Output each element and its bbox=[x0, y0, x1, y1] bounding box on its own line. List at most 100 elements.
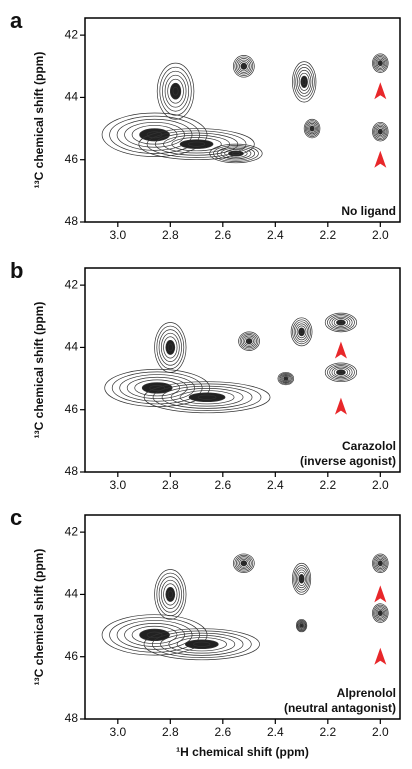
contour-level bbox=[292, 562, 312, 595]
contour-level bbox=[170, 388, 244, 407]
x-tick-label: 2.4 bbox=[267, 228, 284, 242]
contour-level bbox=[308, 124, 316, 133]
contour-level bbox=[372, 603, 389, 623]
contour-level bbox=[154, 569, 187, 620]
contour-level bbox=[338, 320, 344, 325]
contour-level bbox=[238, 558, 249, 568]
arrowhead bbox=[374, 150, 387, 168]
contours bbox=[104, 312, 358, 414]
contour-level bbox=[220, 147, 252, 160]
contour-level bbox=[375, 607, 386, 619]
panel-label: a bbox=[10, 8, 23, 33]
contour-level bbox=[146, 130, 247, 158]
contour-level bbox=[232, 553, 255, 573]
contour-level bbox=[290, 317, 313, 347]
contour-level bbox=[216, 146, 256, 161]
contour-level bbox=[163, 583, 178, 606]
contour-level bbox=[160, 632, 244, 656]
contour-level bbox=[297, 620, 306, 631]
contour-level bbox=[156, 325, 185, 370]
contour-level bbox=[168, 635, 236, 654]
contour-level bbox=[209, 143, 263, 164]
contour-level bbox=[111, 371, 203, 405]
contour-level bbox=[378, 611, 382, 615]
contour-level bbox=[167, 78, 184, 104]
contour-level bbox=[375, 125, 386, 138]
annotation: No ligand bbox=[341, 204, 396, 218]
x-tick-label: 2.4 bbox=[267, 725, 284, 739]
x-tick-label: 3.0 bbox=[109, 725, 126, 739]
contour-level bbox=[295, 67, 313, 97]
x-tick-label: 2.0 bbox=[372, 478, 389, 492]
arrowhead bbox=[374, 585, 387, 603]
contour-level bbox=[297, 69, 312, 94]
contour-level bbox=[295, 618, 308, 633]
contour-level bbox=[159, 66, 192, 116]
y-tick-label: 42 bbox=[65, 27, 79, 41]
contour-level bbox=[131, 625, 178, 644]
y-tick-label: 44 bbox=[65, 587, 79, 601]
contour-level bbox=[234, 554, 254, 572]
contour-level bbox=[143, 381, 271, 414]
y-tick-label: 44 bbox=[65, 90, 79, 104]
contour-level bbox=[374, 556, 387, 571]
contour-level bbox=[158, 329, 182, 366]
contour-level bbox=[124, 121, 185, 148]
contour-level bbox=[278, 372, 293, 385]
y-tick-label: 46 bbox=[65, 649, 79, 663]
contour-level bbox=[293, 565, 310, 593]
contour-level bbox=[124, 622, 185, 647]
contour-level bbox=[293, 321, 310, 343]
contour-level bbox=[374, 606, 387, 621]
contour-level bbox=[329, 315, 353, 330]
contour-level bbox=[171, 137, 222, 152]
contour-level bbox=[213, 145, 259, 162]
contour-level bbox=[101, 614, 208, 656]
contour-level bbox=[307, 122, 317, 135]
contour-level bbox=[162, 70, 190, 112]
contour-level bbox=[375, 57, 386, 69]
contour-level bbox=[299, 576, 304, 582]
contours bbox=[101, 553, 389, 661]
contour-level bbox=[303, 118, 321, 139]
arrowhead bbox=[334, 397, 347, 415]
arrowhead bbox=[374, 647, 387, 665]
contour-level bbox=[163, 336, 178, 359]
contour-level bbox=[238, 331, 260, 351]
annotation: Alprenolol bbox=[337, 686, 396, 700]
contour-level bbox=[372, 121, 389, 142]
contour-level bbox=[327, 314, 355, 331]
plot-frame bbox=[84, 514, 401, 720]
contour-level bbox=[324, 312, 358, 333]
contour-level bbox=[333, 367, 349, 377]
contour-level bbox=[241, 334, 257, 349]
contour-level bbox=[374, 124, 387, 139]
contour-level bbox=[378, 561, 382, 565]
contour-level bbox=[282, 375, 290, 382]
contour-level bbox=[299, 329, 304, 335]
arrowhead bbox=[334, 341, 347, 359]
x-tick-label: 2.6 bbox=[214, 478, 231, 492]
contour-level bbox=[116, 620, 193, 650]
contour-level bbox=[158, 576, 182, 613]
contour-level bbox=[298, 622, 305, 629]
x-tick-label: 3.0 bbox=[109, 478, 126, 492]
contour-level bbox=[376, 58, 385, 68]
contour-level bbox=[161, 385, 253, 409]
annotation: (inverse agonist) bbox=[300, 454, 396, 468]
contour-level bbox=[295, 569, 308, 589]
y-axis-label: ¹³C chemical shift (ppm) bbox=[32, 549, 46, 686]
annotation: (neutral antagonist) bbox=[284, 701, 396, 715]
contour-level bbox=[302, 78, 307, 86]
y-tick-label: 48 bbox=[65, 214, 79, 228]
contour-level bbox=[116, 118, 193, 151]
contour-level bbox=[241, 64, 246, 69]
y-tick-label: 44 bbox=[65, 340, 79, 354]
y-tick-label: 46 bbox=[65, 152, 79, 166]
contour-level bbox=[176, 637, 227, 652]
y-axis-label: ¹³C chemical shift (ppm) bbox=[32, 52, 46, 189]
contour-level bbox=[232, 55, 255, 78]
contour-level bbox=[333, 318, 349, 327]
contour-level bbox=[376, 127, 385, 137]
contour-level bbox=[160, 332, 180, 363]
